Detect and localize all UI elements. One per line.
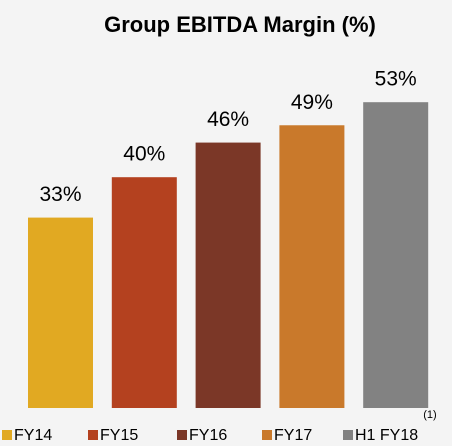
legend-swatch [2, 430, 12, 440]
bar [363, 102, 429, 408]
bar [279, 125, 345, 409]
bar [195, 142, 261, 408]
legend-swatch [177, 430, 187, 440]
value-label: 49% [291, 91, 333, 114]
legend-label: FY17 [274, 427, 312, 444]
value-label: 46% [207, 108, 249, 131]
legend-label: FY16 [189, 427, 227, 444]
legend-swatch [88, 430, 98, 440]
chart-title: Group EBITDA Margin (%) [104, 12, 376, 37]
legend-label: FY15 [100, 427, 138, 444]
value-label: 53% [375, 68, 417, 91]
legend-label: H1 FY18 [355, 427, 418, 444]
legend-swatch [262, 430, 272, 440]
value-label: 33% [39, 183, 81, 206]
bar [28, 217, 93, 408]
value-label: 40% [123, 143, 165, 166]
bar [111, 177, 177, 408]
legend-swatch [343, 430, 353, 440]
annotation: (1) [423, 409, 436, 421]
legend-label: FY14 [14, 427, 52, 444]
